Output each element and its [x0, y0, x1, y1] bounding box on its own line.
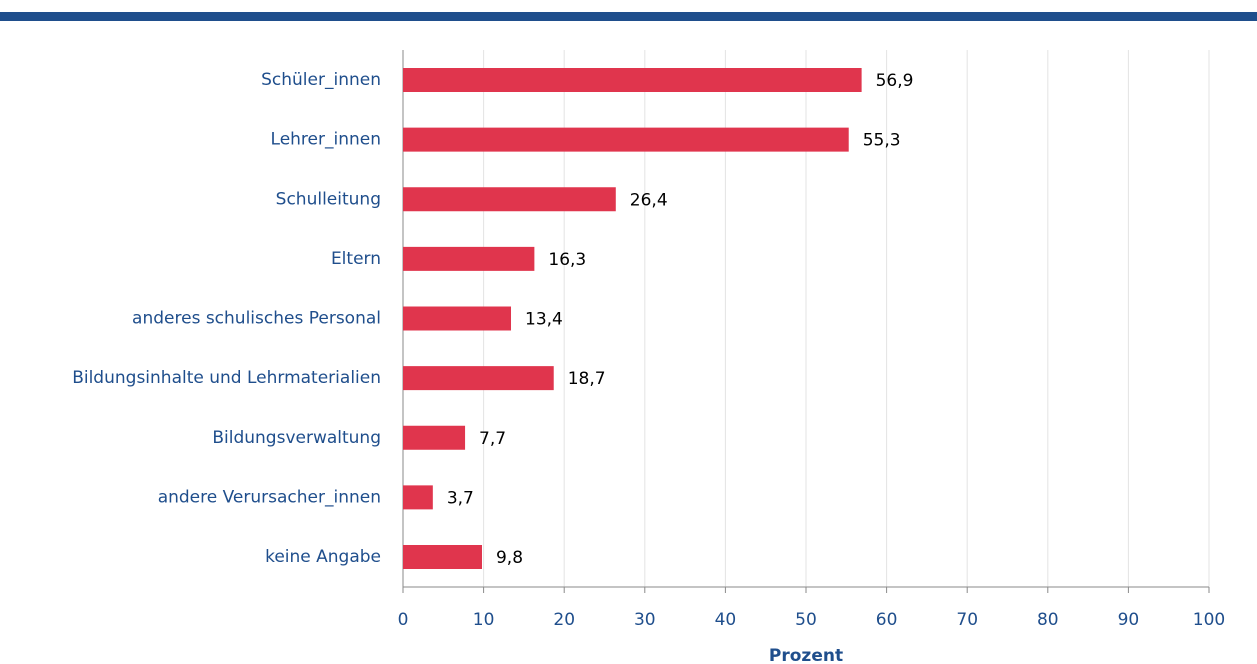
y-tick-label: Schulleitung: [276, 189, 381, 209]
value-label: 9,8: [496, 548, 523, 568]
x-tick-label: 70: [956, 610, 978, 630]
value-label: 55,3: [863, 131, 901, 151]
x-tick-label: 20: [553, 610, 575, 630]
y-tick-label: Bildungsinhalte und Lehrmaterialien: [72, 368, 381, 388]
y-tick-label: anderes schulisches Personal: [132, 309, 381, 329]
bar: [403, 485, 433, 510]
top-band: [0, 12, 1257, 21]
x-axis-label: Prozent: [769, 646, 843, 664]
y-tick-label: keine Angabe: [265, 547, 381, 567]
x-tick-label: 90: [1118, 610, 1140, 630]
bar: [403, 545, 482, 569]
x-tick-label: 60: [876, 610, 898, 630]
x-tick-label: 40: [715, 610, 737, 630]
x-tick-label: 80: [1037, 610, 1059, 630]
y-tick-label: Eltern: [331, 249, 381, 269]
bar: [403, 187, 616, 212]
value-label: 13,4: [525, 310, 563, 330]
y-tick-label: andere Verursacher_innen: [158, 487, 381, 507]
x-tick-label: 30: [634, 610, 656, 630]
value-label: 7,7: [479, 429, 506, 449]
value-label: 16,3: [548, 250, 586, 270]
bar: [403, 425, 466, 450]
bar: [403, 246, 535, 271]
value-label: 3,7: [447, 488, 474, 508]
bar: [403, 68, 862, 92]
bar: [403, 366, 554, 391]
y-tick-label: Schüler_innen: [261, 70, 381, 90]
bar: [403, 306, 512, 331]
y-tick-label: Lehrer_innen: [271, 130, 381, 150]
value-label: 26,4: [630, 190, 668, 210]
bar: [403, 127, 849, 152]
value-label: 56,9: [876, 71, 914, 91]
x-tick-label: 50: [795, 610, 817, 630]
x-tick-label: 0: [398, 610, 409, 630]
value-label: 18,7: [568, 369, 606, 389]
x-tick-label: 100: [1193, 610, 1225, 630]
x-tick-label: 10: [473, 610, 495, 630]
y-tick-label: Bildungsverwaltung: [212, 428, 381, 448]
